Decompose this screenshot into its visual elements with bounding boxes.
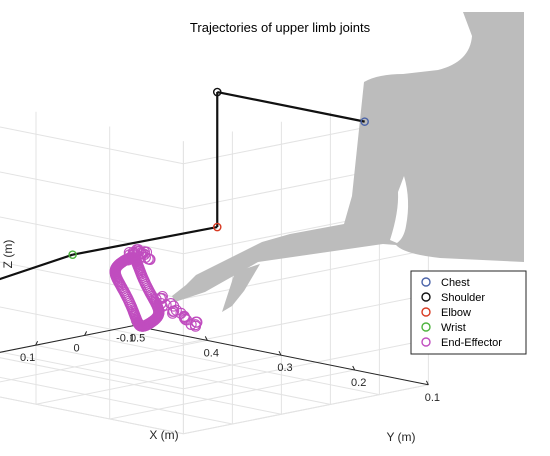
x-tick bbox=[35, 340, 39, 346]
x-axis-line bbox=[0, 325, 134, 353]
legend-label-chest: Chest bbox=[441, 277, 470, 289]
arm-link-chest-shoulder bbox=[217, 90, 365, 123]
end-effector-trajectory-point bbox=[140, 246, 153, 258]
legend-label-shoulder: Shoulder bbox=[441, 292, 485, 304]
joint-marker-shoulder bbox=[212, 87, 222, 97]
end-effector-trajectory-point bbox=[137, 320, 149, 332]
grid-line bbox=[183, 249, 429, 300]
end-effector-trajectory-point bbox=[160, 299, 172, 311]
end-effector-trajectory bbox=[109, 244, 203, 332]
y-axis-label: Y (m) bbox=[386, 430, 415, 444]
joint-markers bbox=[68, 87, 369, 259]
x-axis-label: X (m) bbox=[149, 428, 178, 442]
end-effector-trajectory-point bbox=[142, 253, 154, 265]
joint-marker-wrist bbox=[68, 250, 77, 259]
legend-marker-end-effector bbox=[421, 337, 431, 347]
torso-cutout bbox=[390, 176, 409, 243]
end-effector-trajectory-point bbox=[190, 316, 202, 328]
y-tick bbox=[425, 380, 429, 386]
arm-link-wrist-end-effector bbox=[0, 253, 73, 281]
y-tick-label: 0.2 bbox=[351, 377, 366, 389]
legend-marker-wrist bbox=[421, 322, 431, 332]
legend-label-wrist: Wrist bbox=[441, 322, 466, 334]
grid-line bbox=[35, 354, 282, 405]
y-tick bbox=[278, 350, 282, 356]
y-tick-label: 0.4 bbox=[204, 347, 219, 359]
grid-line bbox=[0, 126, 184, 165]
grid-line bbox=[0, 325, 134, 353]
legend-marker-elbow bbox=[421, 307, 431, 317]
legend: Chest Shoulder Elbow Wrist End-Effector bbox=[410, 270, 527, 355]
y-tick-label: 0.5 bbox=[130, 333, 145, 345]
grid-line bbox=[183, 339, 429, 390]
y-tick bbox=[352, 365, 356, 371]
legend-marker-shoulder bbox=[421, 292, 431, 302]
grid-line bbox=[109, 369, 355, 420]
x-tick-label: 0.1 bbox=[20, 352, 35, 364]
arm-links bbox=[0, 90, 365, 281]
x-tick bbox=[84, 331, 88, 336]
legend-label-end-effector: End-Effector bbox=[441, 337, 502, 349]
grid-line bbox=[0, 339, 208, 383]
end-effector-trajectory-point bbox=[189, 320, 202, 332]
grid-line bbox=[183, 384, 429, 435]
arm-link-elbow-wrist bbox=[72, 225, 218, 256]
grid-line bbox=[183, 294, 429, 345]
grid-line bbox=[0, 376, 233, 425]
arm-lower-shade bbox=[222, 264, 260, 312]
body-silhouette bbox=[172, 12, 524, 302]
y-tick-label: 0.1 bbox=[425, 392, 440, 404]
chart-title: Trajectories of upper limb joints bbox=[190, 20, 371, 35]
y-tick-label: 0.3 bbox=[277, 362, 292, 374]
x-tick-label: 0 bbox=[74, 342, 80, 354]
joint-marker-chest bbox=[360, 117, 369, 126]
axes: 0-0.1-0.2-0.3-0.4-0.5-0.60.40.30.20.10-0… bbox=[0, 321, 440, 404]
y-tick bbox=[204, 336, 208, 341]
joint-marker-elbow bbox=[212, 222, 222, 232]
x-tick-label: -0.1 bbox=[116, 333, 135, 345]
legend-marker-chest bbox=[421, 277, 431, 287]
legend-label-elbow: Elbow bbox=[441, 307, 471, 319]
z-axis-label: Z (m) bbox=[1, 240, 15, 269]
